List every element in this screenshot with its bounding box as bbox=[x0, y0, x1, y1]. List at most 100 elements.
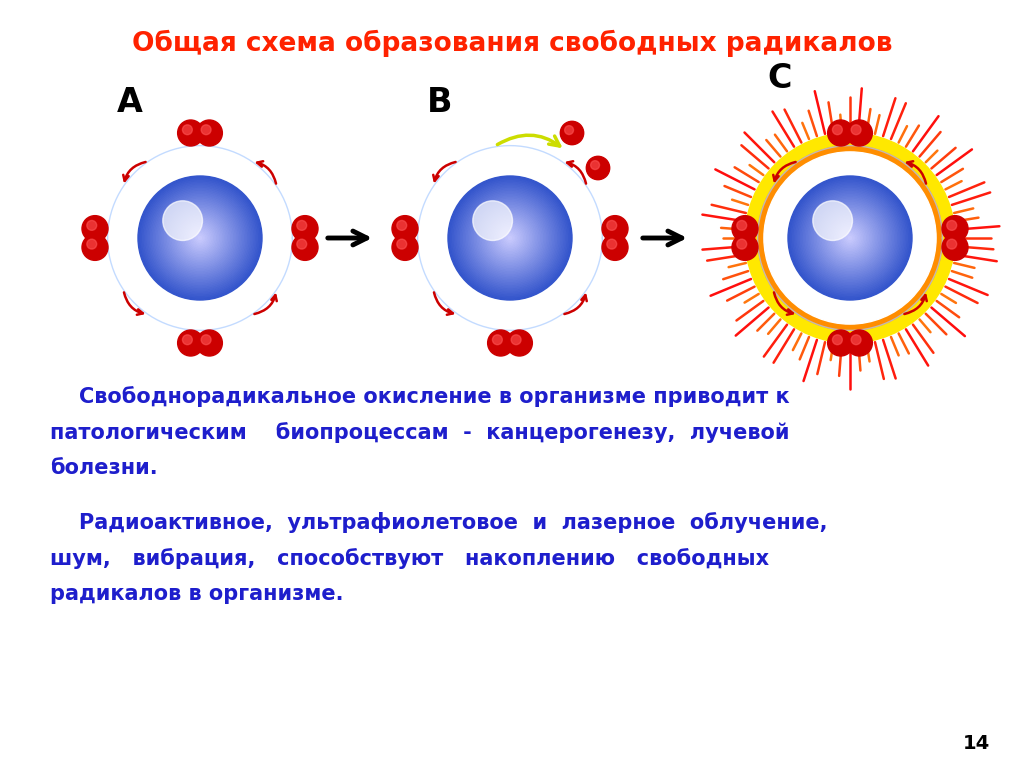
Circle shape bbox=[180, 218, 220, 258]
Circle shape bbox=[168, 206, 232, 270]
Circle shape bbox=[798, 185, 903, 291]
Circle shape bbox=[795, 182, 906, 294]
Circle shape bbox=[844, 232, 856, 244]
Circle shape bbox=[813, 200, 852, 240]
Circle shape bbox=[160, 197, 241, 278]
Circle shape bbox=[158, 196, 242, 280]
Circle shape bbox=[828, 217, 871, 260]
Circle shape bbox=[157, 194, 244, 281]
Text: Общая схема образования свободных радикалов: Общая схема образования свободных радика… bbox=[132, 30, 892, 58]
Circle shape bbox=[493, 221, 527, 255]
Circle shape bbox=[151, 188, 250, 287]
Circle shape bbox=[758, 146, 942, 330]
Circle shape bbox=[193, 230, 208, 246]
Circle shape bbox=[479, 207, 541, 269]
Circle shape bbox=[392, 216, 418, 242]
Circle shape bbox=[820, 209, 880, 267]
Circle shape bbox=[801, 188, 900, 287]
Circle shape bbox=[453, 180, 567, 296]
Circle shape bbox=[509, 237, 512, 240]
Circle shape bbox=[144, 182, 256, 294]
Circle shape bbox=[835, 223, 865, 253]
Circle shape bbox=[495, 223, 525, 253]
Circle shape bbox=[829, 218, 870, 258]
Circle shape bbox=[825, 214, 874, 263]
Circle shape bbox=[141, 179, 259, 297]
Circle shape bbox=[169, 207, 231, 269]
Circle shape bbox=[851, 125, 861, 134]
Circle shape bbox=[82, 216, 108, 242]
Circle shape bbox=[843, 230, 858, 246]
Circle shape bbox=[839, 227, 861, 249]
Circle shape bbox=[464, 191, 556, 284]
Circle shape bbox=[197, 330, 222, 356]
Circle shape bbox=[942, 234, 968, 260]
Circle shape bbox=[836, 224, 864, 252]
Circle shape bbox=[488, 217, 531, 260]
Circle shape bbox=[183, 221, 217, 255]
Circle shape bbox=[82, 234, 108, 260]
Circle shape bbox=[506, 330, 532, 356]
Circle shape bbox=[810, 197, 890, 278]
Circle shape bbox=[397, 239, 407, 249]
Circle shape bbox=[790, 177, 910, 299]
Circle shape bbox=[452, 179, 569, 297]
Circle shape bbox=[607, 220, 616, 230]
Circle shape bbox=[511, 335, 521, 345]
Circle shape bbox=[447, 176, 572, 300]
Circle shape bbox=[847, 330, 872, 356]
Circle shape bbox=[184, 223, 215, 253]
Circle shape bbox=[87, 239, 96, 249]
Text: шум,   вибрация,   способствуют   накоплению   свободных: шум, вибрация, способствуют накоплению с… bbox=[50, 548, 769, 569]
Circle shape bbox=[827, 330, 854, 356]
Circle shape bbox=[181, 220, 218, 257]
Circle shape bbox=[814, 202, 886, 273]
Circle shape bbox=[493, 335, 503, 345]
Circle shape bbox=[194, 232, 206, 244]
Circle shape bbox=[155, 193, 245, 283]
Circle shape bbox=[462, 190, 558, 286]
Circle shape bbox=[480, 209, 540, 267]
Circle shape bbox=[507, 235, 513, 241]
Text: патологическим    биопроцессам  -  канцерогенезу,  лучевой: патологическим биопроцессам - канцероген… bbox=[50, 422, 790, 443]
Text: Свободнорадикальное окисление в организме приводит к: Свободнорадикальное окисление в организм… bbox=[50, 386, 790, 407]
Circle shape bbox=[467, 194, 553, 281]
Circle shape bbox=[847, 120, 872, 146]
Circle shape bbox=[823, 212, 877, 264]
Circle shape bbox=[947, 239, 956, 249]
Circle shape bbox=[849, 237, 852, 240]
Circle shape bbox=[177, 330, 204, 356]
Circle shape bbox=[473, 200, 512, 240]
Circle shape bbox=[152, 190, 248, 286]
Circle shape bbox=[819, 207, 881, 269]
Circle shape bbox=[171, 209, 229, 267]
Circle shape bbox=[607, 239, 616, 249]
Text: 14: 14 bbox=[963, 734, 990, 753]
Circle shape bbox=[474, 202, 546, 273]
Circle shape bbox=[199, 237, 202, 240]
Circle shape bbox=[175, 214, 225, 263]
Circle shape bbox=[498, 226, 522, 250]
Circle shape bbox=[793, 180, 907, 296]
Text: Радиоактивное,  ультрафиолетовое  и  лазерное  облучение,: Радиоактивное, ультрафиолетовое и лазерн… bbox=[50, 512, 827, 533]
Circle shape bbox=[591, 161, 599, 170]
Circle shape bbox=[833, 125, 843, 134]
Circle shape bbox=[476, 204, 544, 272]
Circle shape bbox=[197, 235, 203, 241]
Circle shape bbox=[792, 179, 909, 297]
Circle shape bbox=[163, 200, 203, 240]
Circle shape bbox=[847, 235, 853, 241]
Circle shape bbox=[499, 227, 521, 249]
Circle shape bbox=[177, 120, 204, 146]
Circle shape bbox=[458, 185, 563, 291]
Circle shape bbox=[450, 177, 570, 299]
Circle shape bbox=[201, 125, 211, 134]
Circle shape bbox=[164, 202, 236, 273]
Circle shape bbox=[822, 210, 878, 266]
Circle shape bbox=[189, 227, 211, 249]
Circle shape bbox=[602, 216, 628, 242]
Circle shape bbox=[851, 335, 861, 345]
Circle shape bbox=[831, 220, 868, 257]
Circle shape bbox=[811, 199, 889, 276]
Circle shape bbox=[174, 212, 226, 264]
